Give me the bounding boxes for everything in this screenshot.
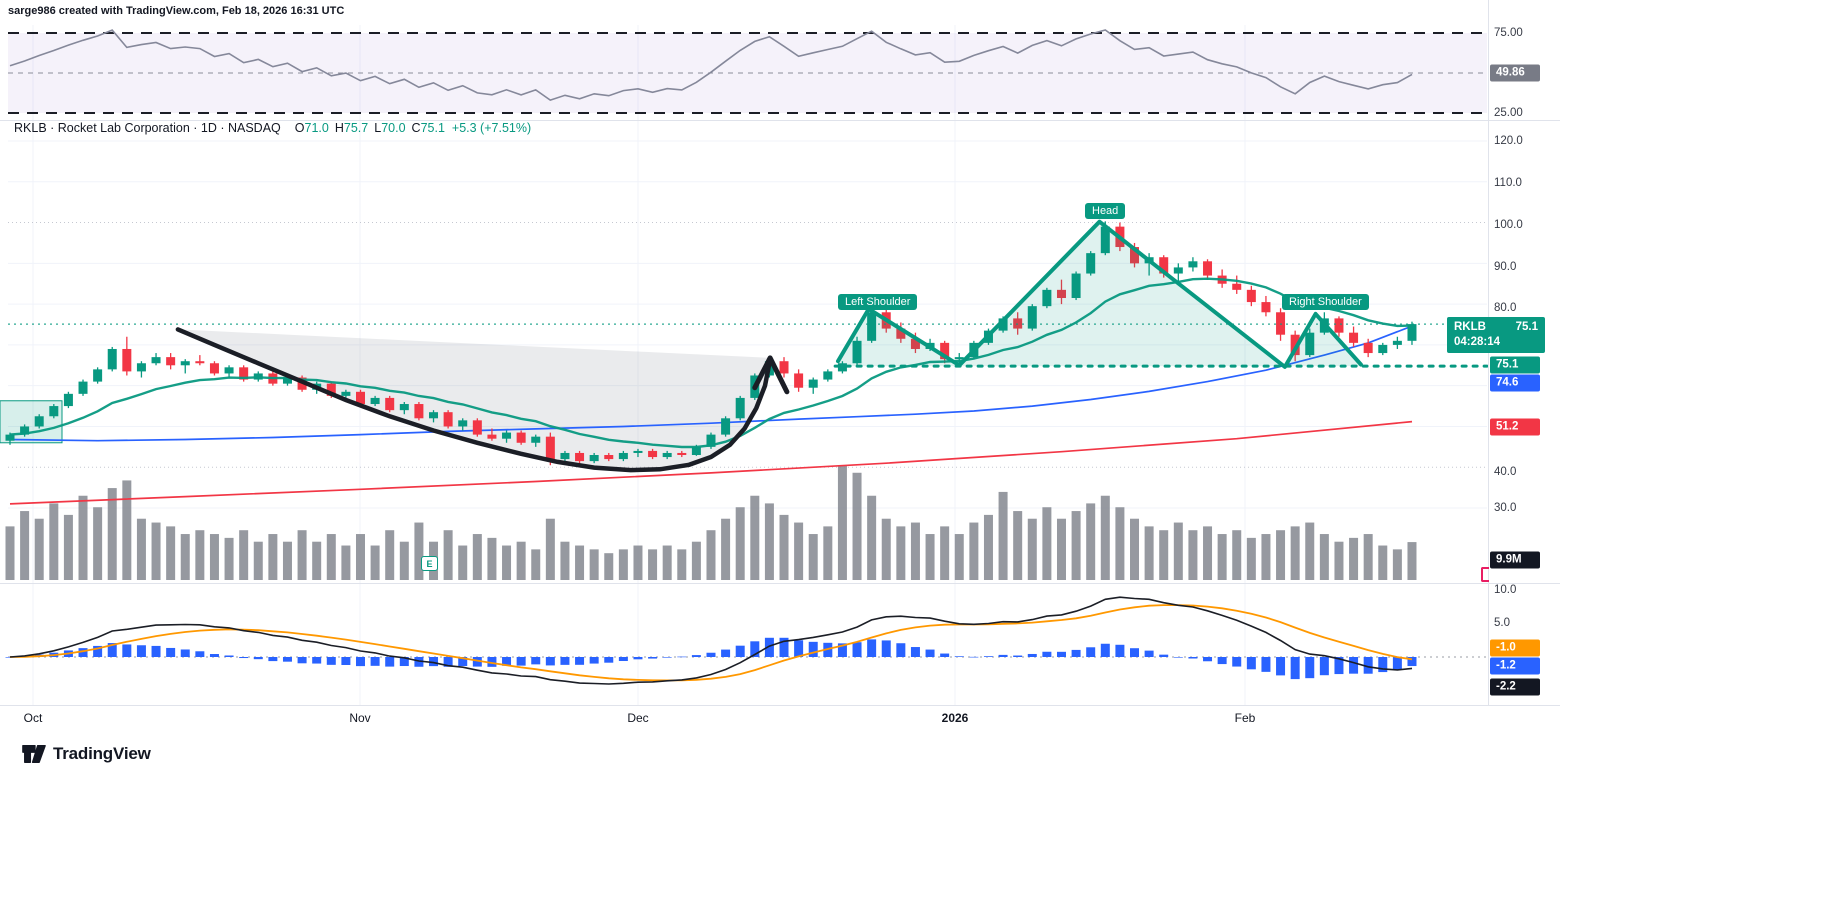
- cup-drawing: [175, 327, 790, 473]
- macd-line: [9, 596, 1413, 685]
- gridlines: [8, 25, 1487, 705]
- date-label: Oct: [23, 711, 43, 725]
- tradingview-logo-icon: [22, 744, 46, 764]
- pattern-label[interactable]: Left Shoulder: [838, 294, 918, 310]
- date-label: Nov: [349, 711, 371, 725]
- ohlc-open-value: 71.0: [304, 121, 329, 135]
- scale-tick: 90.0: [1494, 261, 1517, 273]
- ohlc-close-key: C: [411, 121, 421, 135]
- change-value: +5.3 (+7.51%): [451, 121, 532, 135]
- attribution-text: sarge986 created with TradingView.com, F…: [8, 5, 345, 17]
- date-label: 2026: [941, 711, 969, 725]
- ohlc-high-value: 75.7: [343, 121, 369, 135]
- scale-tick: 75.00: [1494, 27, 1523, 39]
- symbol-description[interactable]: RKLB · Rocket Lab Corporation · 1D · NAS…: [14, 121, 281, 135]
- last-price-badge: RKLB 75.1 04:28:14: [1447, 317, 1545, 353]
- tradingview-wordmark: TradingView: [53, 744, 151, 763]
- scale-value-badge: 49.86: [1490, 64, 1540, 82]
- rsi-line: [9, 29, 1413, 101]
- scale-tick: 110.0: [1494, 177, 1522, 189]
- symbol-info-line[interactable]: RKLB · Rocket Lab Corporation · 1D · NAS…: [14, 121, 531, 135]
- scale-value-badge: 74.6: [1490, 374, 1540, 392]
- pane-separators: [0, 0, 1560, 706]
- date-label: Dec: [627, 711, 649, 725]
- ohlc-high-key: H: [334, 121, 344, 135]
- badge-symbol-label: RKLB: [1454, 321, 1486, 333]
- scale-value-badge: 75.1: [1490, 356, 1540, 374]
- earnings-marker[interactable]: E: [421, 556, 438, 571]
- countdown-timer: 04:28:14: [1454, 336, 1501, 348]
- date-axis[interactable]: Oct Nov Dec 2026 Feb: [0, 706, 1560, 732]
- scale-value-badge: -1.2: [1490, 657, 1540, 675]
- cup-curve: [175, 327, 772, 473]
- scale-tick: 10.0: [1494, 584, 1517, 596]
- macd-panel: [5, 596, 1487, 685]
- date-label: Feb: [1234, 711, 1256, 725]
- scale-value-badge: -1.0: [1490, 639, 1540, 657]
- scale-tick: 25.00: [1494, 107, 1523, 119]
- scale-tick: 5.0: [1494, 617, 1510, 629]
- scale-tick: 100.0: [1494, 219, 1523, 231]
- red-ma-line: [9, 420, 1413, 505]
- scale-tick: 30.0: [1494, 502, 1517, 514]
- badge-price-value: 75.1: [1515, 321, 1538, 333]
- gray-wedge-fill: [177, 329, 771, 471]
- chart-canvas[interactable]: [0, 0, 1560, 916]
- ohlc-open-key: O: [294, 121, 305, 135]
- pattern-label[interactable]: Right Shoulder: [1282, 294, 1369, 310]
- up-arrow: [752, 355, 790, 395]
- scale-value-badge: 51.2: [1490, 418, 1540, 436]
- tradingview-logo[interactable]: TradingView: [22, 744, 151, 764]
- scale-value-badge: 9.9M: [1490, 551, 1540, 569]
- price-scale-axis[interactable]: 75.00 25.00 120.0 110.0 100.0 90.0 80.0 40.0 30.…: [1490, 0, 1565, 916]
- volume-bars: [5, 465, 1417, 580]
- ohlc-low-value: 70.0: [381, 121, 406, 135]
- pattern-label[interactable]: Head: [1085, 203, 1126, 219]
- macd-signal-line: [9, 604, 1413, 682]
- scale-tick: 80.0: [1494, 302, 1517, 314]
- rsi-panel: [8, 29, 1487, 114]
- price-scale-marker: [1481, 567, 1489, 582]
- ohlc-close-value: 75.1: [420, 121, 445, 135]
- ma-lines: [9, 325, 1413, 505]
- scale-tick: 120.0: [1494, 135, 1523, 147]
- pattern-fill: [838, 221, 1361, 367]
- ohlc-low-key: L: [374, 121, 382, 135]
- blue-ma-line: [9, 325, 1413, 442]
- scale-tick: 40.0: [1494, 466, 1517, 478]
- scale-value-badge: -2.2: [1490, 678, 1540, 696]
